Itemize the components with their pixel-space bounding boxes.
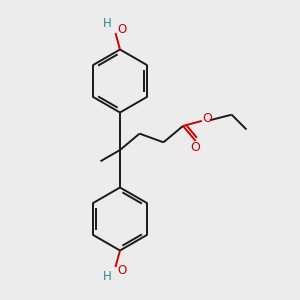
Text: H: H [103,270,112,283]
Text: H: H [103,17,112,30]
Text: O: O [190,141,200,154]
Text: O: O [118,264,127,278]
Text: O: O [202,112,212,125]
Text: O: O [118,22,127,36]
